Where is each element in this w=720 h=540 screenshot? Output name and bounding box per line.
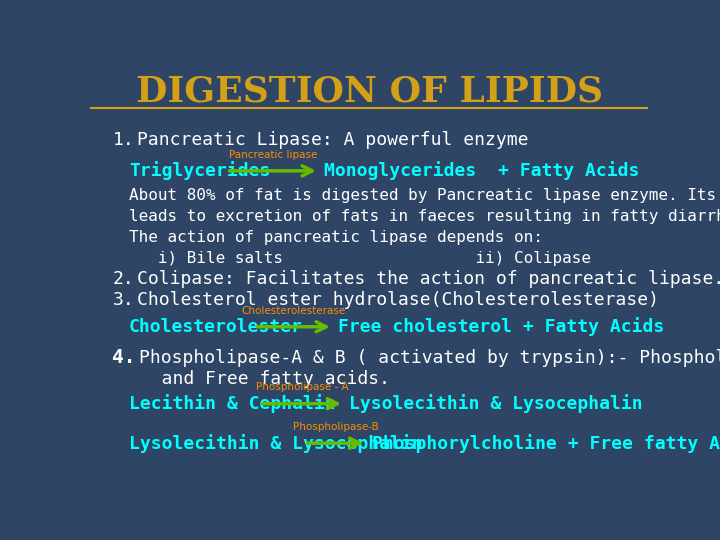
Text: Lecithin & Cephalin: Lecithin & Cephalin <box>129 394 336 413</box>
Text: Monoglycerides  + Fatty Acids: Monoglycerides + Fatty Acids <box>324 161 640 180</box>
Text: Phosphorylcholine + Free fatty Acids: Phosphorylcholine + Free fatty Acids <box>372 434 720 453</box>
Text: About 80% of fat is digested by Pancreatic lipase enzyme. Its deficiency or abse: About 80% of fat is digested by Pancreat… <box>129 188 720 203</box>
Text: leads to excretion of fats in faeces resulting in fatty diarrhoea :- Steatorrhoe: leads to excretion of fats in faeces res… <box>129 209 720 224</box>
Text: Phospholipase-A & B ( activated by trypsin):- Phospholipids to Phosphoryl cholin: Phospholipase-A & B ( activated by tryps… <box>139 349 720 367</box>
Text: Pancreatic Lipase: A powerful enzyme: Pancreatic Lipase: A powerful enzyme <box>138 131 529 149</box>
Text: and Free fatty acids.: and Free fatty acids. <box>129 370 390 388</box>
Text: DIGESTION OF LIPIDS: DIGESTION OF LIPIDS <box>135 75 603 109</box>
Text: Pancreatic lipase: Pancreatic lipase <box>228 150 317 160</box>
Text: Triglycerides: Triglycerides <box>129 161 271 180</box>
Text: 2.: 2. <box>112 270 134 288</box>
Text: 3.: 3. <box>112 291 134 309</box>
Text: i) Bile salts                    ii) Colipase: i) Bile salts ii) Colipase <box>129 251 591 266</box>
Text: Cholesterolester: Cholesterolester <box>129 318 303 336</box>
Text: Phospholipase - A: Phospholipase - A <box>256 382 348 393</box>
Text: 1.: 1. <box>112 131 134 149</box>
Text: Colipase: Facilitates the action of pancreatic lipase.: Colipase: Facilitates the action of panc… <box>138 270 720 288</box>
Text: Free cholesterol + Fatty Acids: Free cholesterol + Fatty Acids <box>338 318 665 336</box>
Text: 4.: 4. <box>112 348 136 367</box>
Text: Lysolecithin & Lysocephalin: Lysolecithin & Lysocephalin <box>129 434 423 453</box>
Text: Lysolecithin & Lysocephalin: Lysolecithin & Lysocephalin <box>349 394 643 413</box>
Text: Cholesterol ester hydrolase(Cholesterolesterase): Cholesterol ester hydrolase(Cholesterole… <box>138 291 660 309</box>
Text: Cholesterolesterase: Cholesterolesterase <box>241 306 346 315</box>
Text: Phospholipase-B: Phospholipase-B <box>292 422 379 432</box>
Text: The action of pancreatic lipase depends on:: The action of pancreatic lipase depends … <box>129 230 543 245</box>
